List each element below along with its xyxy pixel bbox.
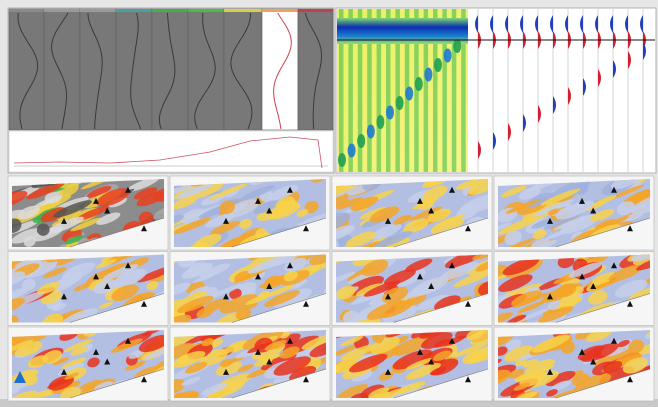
track-header xyxy=(152,9,188,12)
wave-blob xyxy=(367,125,375,139)
wave-blob xyxy=(434,58,442,72)
track-header xyxy=(298,9,333,12)
wave-blob xyxy=(357,134,365,148)
log-track xyxy=(152,9,188,130)
wave-blob xyxy=(396,96,404,110)
wave-blob xyxy=(415,77,423,91)
track-header xyxy=(262,9,298,12)
log-track xyxy=(9,9,44,130)
track-header xyxy=(188,9,224,12)
track-header xyxy=(44,9,80,12)
screenshot xyxy=(0,0,658,407)
wave-blob xyxy=(376,115,384,129)
log-track xyxy=(188,9,224,130)
trace-area xyxy=(470,9,655,172)
track-header xyxy=(224,9,262,12)
wave-blob xyxy=(444,49,452,63)
wave-blob xyxy=(424,68,432,82)
log-track xyxy=(298,9,333,130)
wave-blob xyxy=(338,153,346,167)
track-header xyxy=(9,9,44,12)
page: (() => { const data = JSON.parse(documen… xyxy=(0,0,658,407)
wave-blob xyxy=(386,106,394,120)
wave-blob xyxy=(405,87,413,101)
wave-blob xyxy=(348,144,356,158)
log-track xyxy=(80,9,116,130)
track-header xyxy=(80,9,116,12)
log-track xyxy=(44,9,80,130)
track-header xyxy=(116,9,152,12)
wave-blob xyxy=(453,39,461,53)
log-track xyxy=(224,9,262,130)
